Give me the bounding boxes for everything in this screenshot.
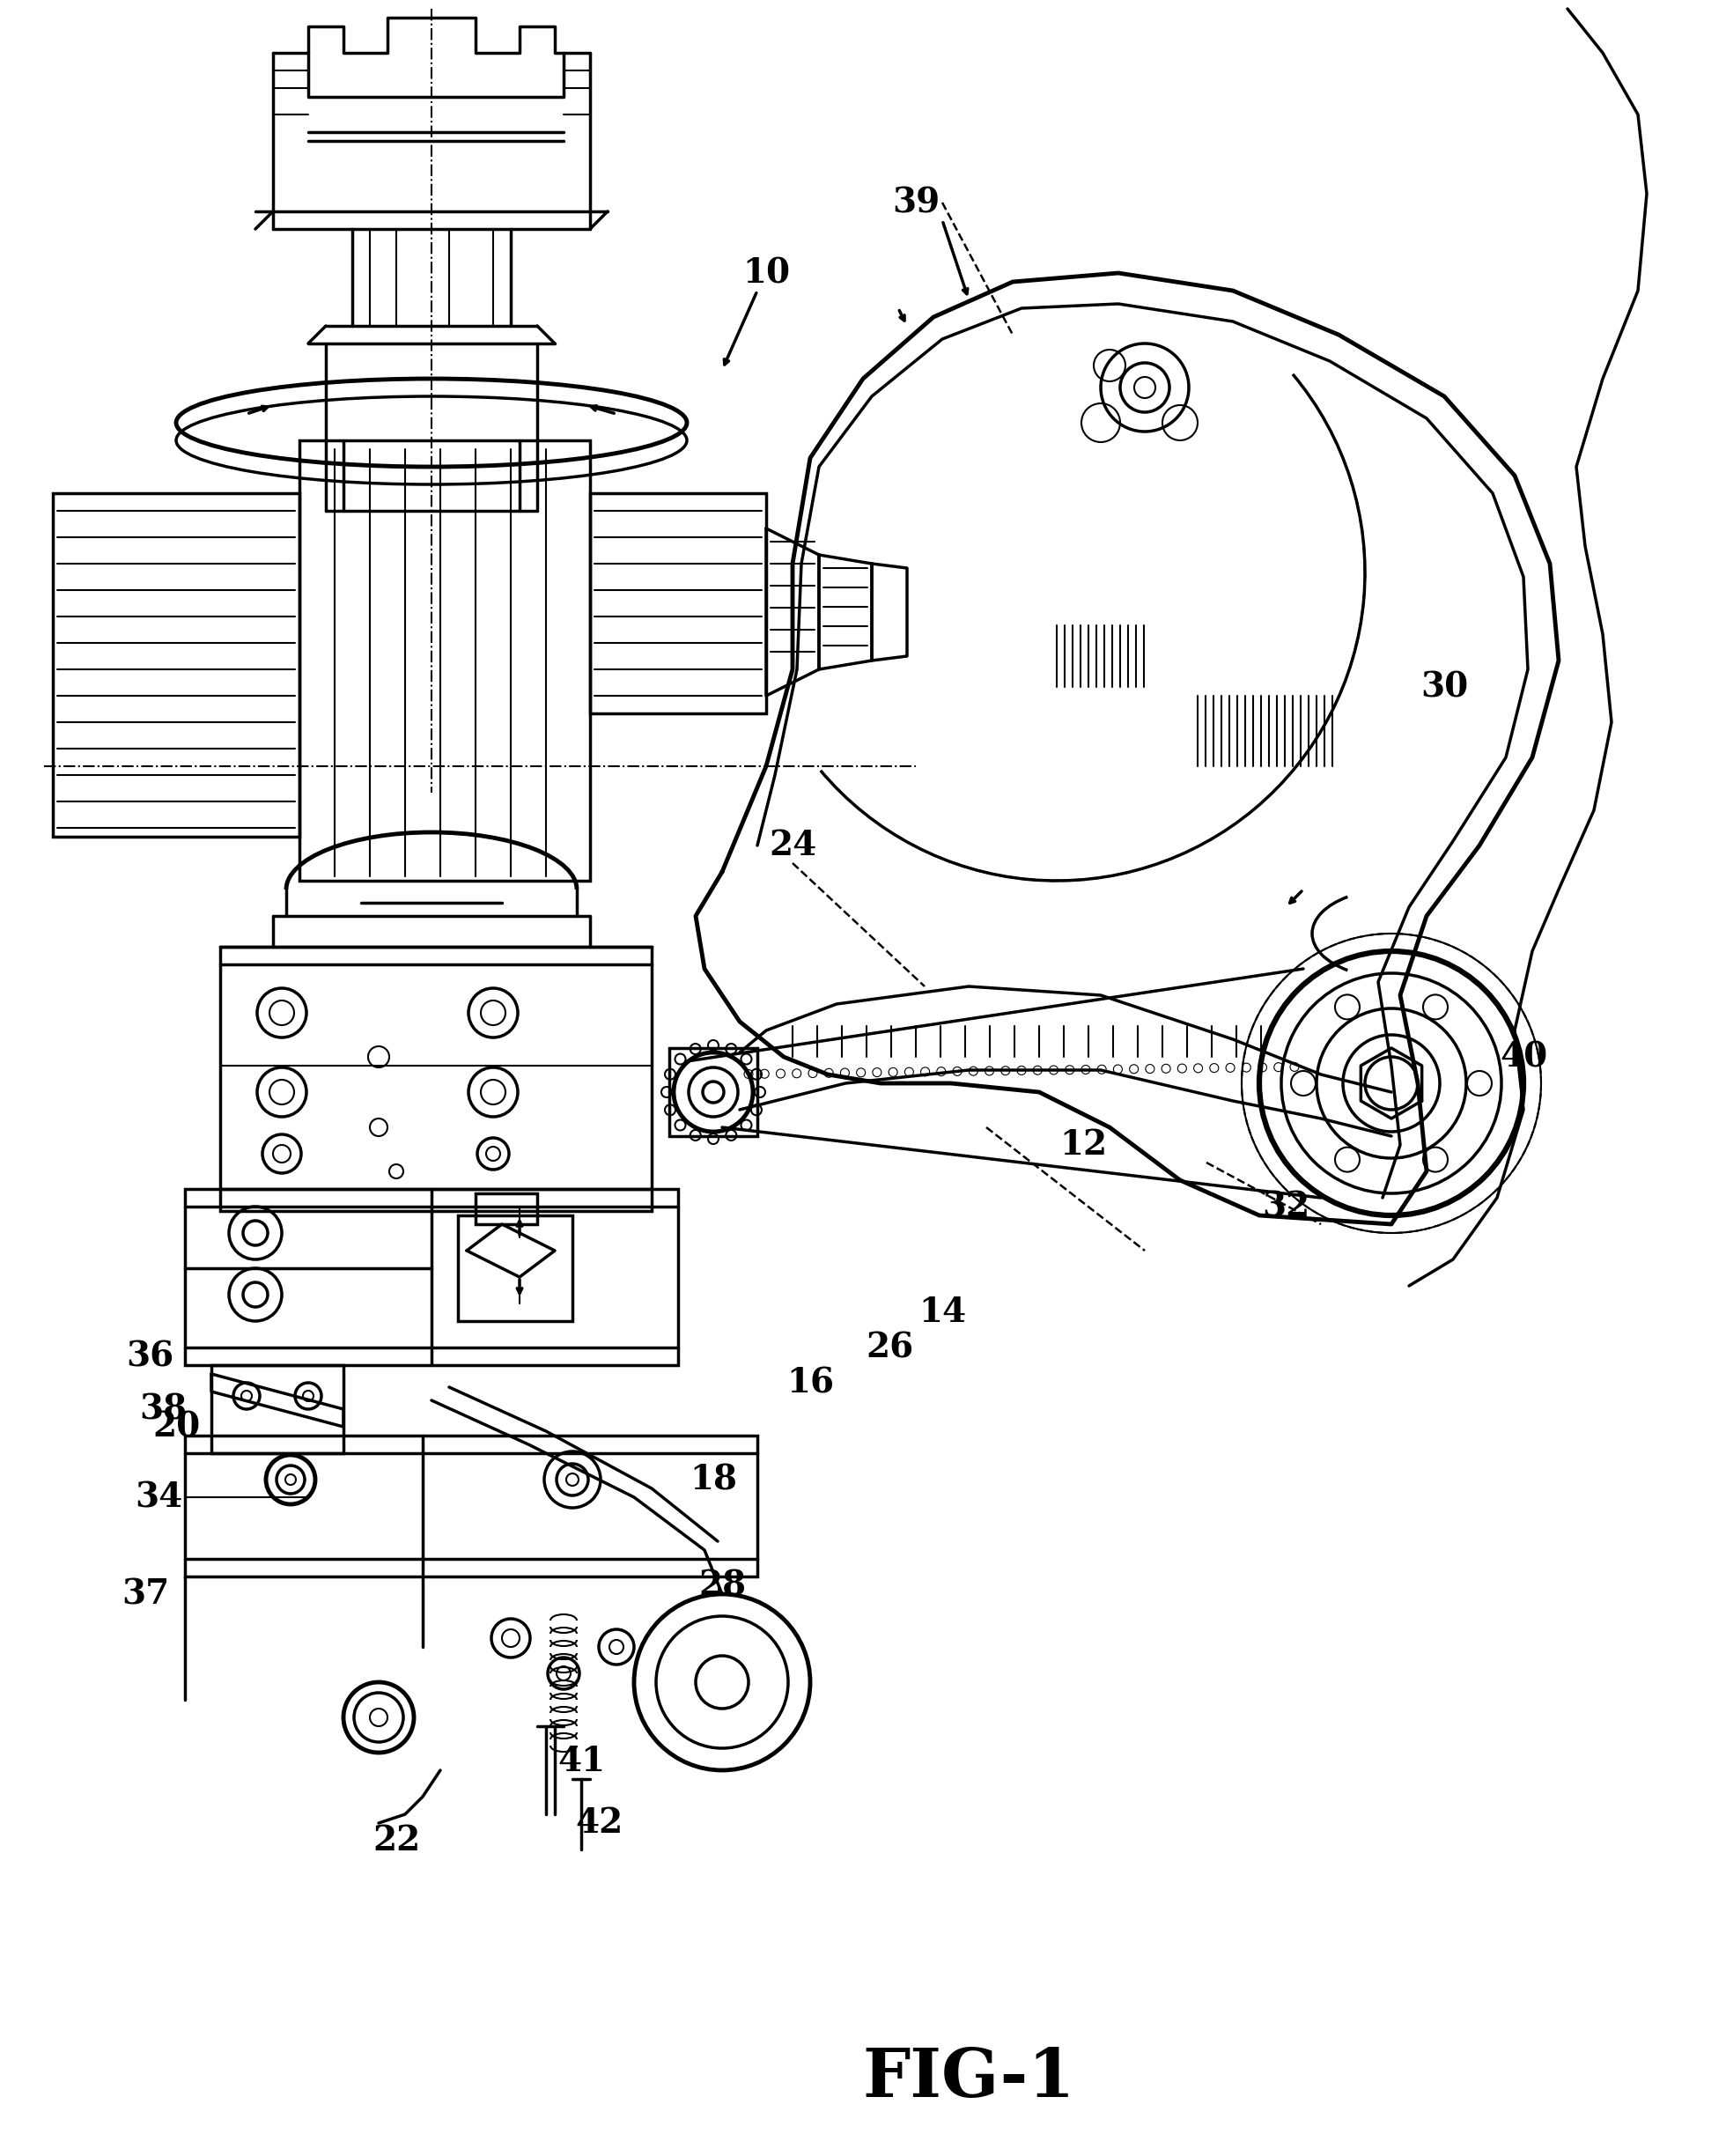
Bar — [185, 1188, 678, 1365]
Text: 24: 24 — [768, 828, 816, 862]
Text: 20: 20 — [152, 1410, 200, 1445]
Text: 41: 41 — [557, 1744, 606, 1779]
Bar — [54, 494, 299, 837]
Bar — [299, 440, 590, 880]
Text: 26: 26 — [865, 1330, 913, 1365]
Text: 16: 16 — [787, 1367, 834, 1399]
Text: 40: 40 — [1500, 1039, 1546, 1074]
Text: 32: 32 — [1262, 1190, 1310, 1222]
Bar — [457, 1216, 573, 1322]
Bar — [670, 1048, 758, 1136]
Bar — [221, 946, 652, 1212]
Bar — [211, 1365, 343, 1453]
Text: 38: 38 — [140, 1393, 186, 1425]
Text: 18: 18 — [689, 1464, 737, 1496]
Text: 34: 34 — [135, 1481, 183, 1514]
Text: 37: 37 — [121, 1578, 169, 1611]
Text: 28: 28 — [699, 1570, 746, 1602]
Text: 12: 12 — [1060, 1128, 1106, 1162]
Text: FIG-1: FIG-1 — [863, 2046, 1075, 2111]
Text: 39: 39 — [892, 185, 939, 220]
Bar — [476, 1194, 537, 1225]
Text: 14: 14 — [918, 1296, 967, 1328]
Text: 22: 22 — [373, 1824, 419, 1858]
Bar — [590, 494, 766, 714]
Text: 36: 36 — [126, 1339, 174, 1373]
Text: 10: 10 — [742, 257, 791, 289]
Bar — [185, 1436, 758, 1576]
Text: 30: 30 — [1420, 671, 1469, 703]
Text: 42: 42 — [575, 1807, 623, 1839]
